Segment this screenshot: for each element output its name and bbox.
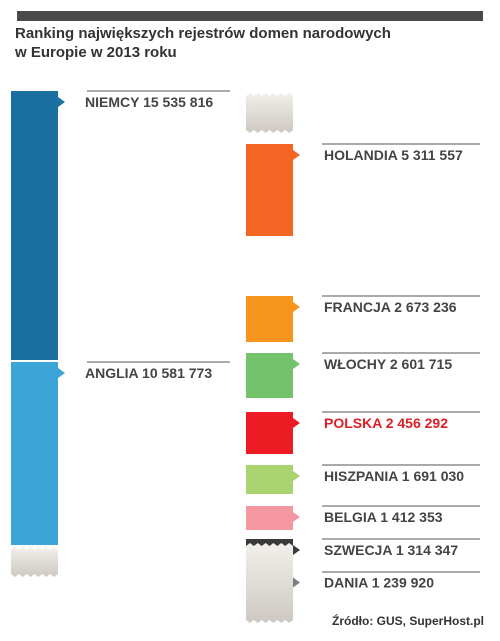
bar-belgia <box>246 506 293 530</box>
label-hiszpania: HISZPANIA 1 691 030 <box>324 468 464 484</box>
label-belgia: BELGIA 1 412 353 <box>324 509 443 525</box>
pointer-niemcy <box>58 97 65 107</box>
bar-holandia <box>246 144 293 236</box>
torn-continuation-bottom <box>246 543 293 623</box>
label-szwecja: SZWECJA 1 314 347 <box>324 542 458 558</box>
bar-polska <box>246 412 293 454</box>
bar-francja <box>246 296 293 342</box>
pointer-francja <box>293 302 300 312</box>
torn-continuation-left <box>11 547 58 577</box>
chart-title: Ranking największych rejestrów domen nar… <box>15 24 455 62</box>
label-wlochy: WŁOCHY 2 601 715 <box>324 356 452 372</box>
torn-continuation-right <box>246 93 293 133</box>
top-rule <box>17 11 483 21</box>
label-anglia: ANGLIA 10 581 773 <box>85 365 212 381</box>
pointer-hiszpania <box>293 471 300 481</box>
pointer-anglia <box>58 368 65 378</box>
label-dania: DANIA 1 239 920 <box>324 575 434 591</box>
chart-title-line-2: w Europie w 2013 roku <box>15 44 177 61</box>
bar-wlochy <box>246 353 293 398</box>
bar-niemcy <box>11 91 58 360</box>
label-niemcy: NIEMCY 15 535 816 <box>85 94 213 110</box>
label-holandia: HOLANDIA 5 311 557 <box>324 147 463 163</box>
bar-hiszpania <box>246 465 293 494</box>
chart-title-line-1: Ranking największych rejestrów domen nar… <box>15 25 391 42</box>
pointer-wlochy <box>293 359 300 369</box>
pointer-holandia <box>293 150 300 160</box>
pointer-dania <box>293 577 300 588</box>
label-francja: FRANCJA 2 673 236 <box>324 299 457 315</box>
pointer-belgia <box>293 512 300 522</box>
pointer-szwecja <box>293 545 300 555</box>
source-note: Źródło: GUS, SuperHost.pl <box>332 613 484 628</box>
bar-anglia <box>11 362 58 545</box>
label-polska: POLSKA 2 456 292 <box>324 415 448 431</box>
pointer-polska <box>293 418 300 428</box>
